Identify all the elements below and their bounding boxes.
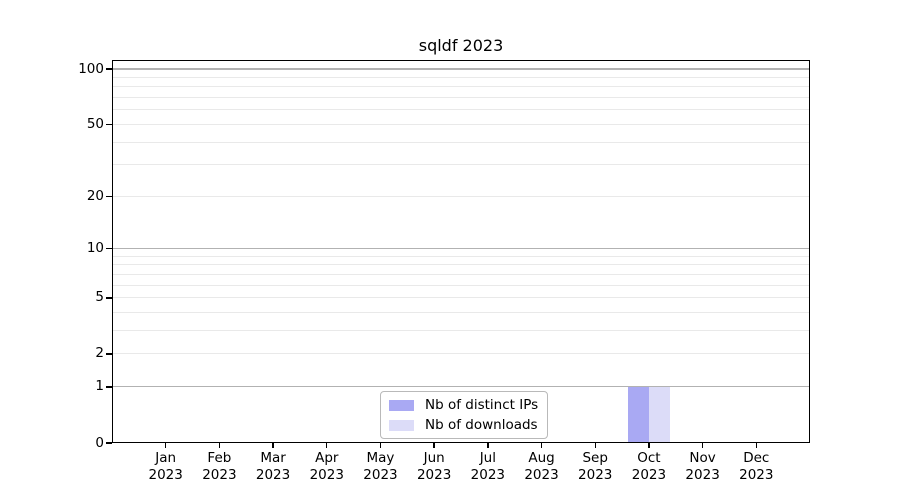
- y-tick-label: 5: [95, 289, 104, 306]
- x-tick-mark: [540, 443, 543, 448]
- y-gridline-minor: [112, 123, 810, 125]
- legend-entry-downloads: Nb of downloads: [389, 417, 538, 433]
- y-tick-mark: [106, 386, 112, 388]
- x-tick-mark: [218, 443, 221, 448]
- y-tick-label: 100: [78, 60, 104, 77]
- y-gridline-major: [112, 68, 810, 70]
- x-tick-label: Oct 2023: [607, 450, 691, 483]
- x-tick-label: Aug 2023: [500, 450, 584, 483]
- x-tick-year: 2023: [739, 466, 774, 483]
- y-gridline-major: [112, 248, 810, 250]
- x-tick-year: 2023: [470, 466, 506, 483]
- x-tick-month: Jul: [479, 450, 496, 466]
- x-tick-year: 2023: [255, 466, 291, 483]
- y-gridline-minor: [112, 141, 810, 143]
- y-tick-label: 50: [86, 115, 104, 132]
- bar-nb-of-distinct-ips: [627, 386, 649, 442]
- x-tick-label: May 2023: [338, 450, 422, 483]
- x-tick-month: May: [366, 450, 395, 466]
- y-gridline-minor: [112, 297, 810, 299]
- y-tick-label: 2: [95, 345, 104, 362]
- x-tick-month: Apr: [315, 450, 339, 466]
- legend-swatch-1: [389, 419, 414, 431]
- x-tick-year: 2023: [148, 466, 183, 483]
- x-tick-mark: [164, 443, 167, 448]
- y-tick-mark: [106, 248, 112, 250]
- x-tick-mark: [487, 443, 489, 448]
- x-tick-label: Nov 2023: [661, 450, 745, 483]
- x-tick-label: Mar 2023: [231, 450, 315, 483]
- y-gridline-minor: [112, 274, 810, 276]
- x-tick-year: 2023: [685, 466, 720, 483]
- x-tick-year: 2023: [363, 466, 398, 483]
- y-tick-mark: [106, 195, 112, 198]
- x-tick-mark: [272, 443, 274, 448]
- x-tick-month: Mar: [260, 450, 286, 466]
- x-tick-year: 2023: [202, 466, 237, 483]
- y-tick-mark: [106, 442, 112, 444]
- chart-title: sqldf 2023: [418, 36, 504, 55]
- y-gridline-minor: [112, 330, 810, 332]
- x-tick-month: Dec: [743, 450, 770, 466]
- x-tick-label: Dec 2023: [714, 450, 798, 483]
- x-tick-label: Jan 2023: [124, 450, 208, 483]
- x-tick-month: Nov: [689, 450, 716, 466]
- x-tick-month: Aug: [528, 450, 555, 466]
- x-tick-mark: [701, 443, 704, 448]
- y-gridline-minor: [112, 164, 810, 166]
- y-tick-mark: [106, 68, 112, 70]
- x-tick-mark: [433, 443, 435, 448]
- x-tick-year: 2023: [631, 466, 667, 483]
- y-gridline-minor: [112, 97, 810, 99]
- y-tick-label: 10: [86, 240, 104, 257]
- y-gridline-minor: [112, 284, 810, 286]
- x-tick-label: Apr 2023: [285, 450, 369, 483]
- y-tick-label: 1: [95, 378, 104, 395]
- x-tick-label: Jun 2023: [392, 450, 476, 483]
- y-tick-mark: [106, 353, 112, 355]
- x-tick-mark: [594, 443, 596, 448]
- x-tick-mark: [379, 443, 382, 448]
- x-tick-month: Oct: [637, 450, 661, 466]
- x-tick-year: 2023: [309, 466, 344, 483]
- y-gridline-minor: [112, 86, 810, 88]
- y-gridline-minor: [112, 264, 810, 266]
- x-tick-month: Sep: [582, 450, 608, 466]
- x-tick-year: 2023: [416, 466, 452, 483]
- legend-entry-distinct-ips: Nb of distinct IPs: [389, 397, 538, 413]
- x-tick-month: Feb: [207, 450, 232, 466]
- y-tick-mark: [106, 297, 112, 299]
- bar-nb-of-downloads: [648, 386, 670, 442]
- legend: Nb of distinct IPs Nb of downloads: [380, 391, 549, 439]
- y-gridline-minor: [112, 195, 810, 197]
- x-tick-mark: [326, 443, 328, 448]
- y-tick-mark: [106, 123, 112, 126]
- x-tick-month: Jun: [423, 450, 445, 466]
- x-tick-mark: [755, 443, 757, 448]
- x-tick-label: Feb 2023: [177, 450, 261, 483]
- y-tick-label: 0: [95, 434, 104, 451]
- x-tick-mark: [648, 443, 650, 448]
- y-gridline-minor: [112, 312, 810, 314]
- x-tick-year: 2023: [578, 466, 613, 483]
- x-tick-month: Jan: [155, 450, 177, 466]
- y-gridline-major: [112, 386, 810, 388]
- legend-swatch-0: [389, 399, 414, 411]
- y-gridline-minor: [112, 255, 810, 257]
- legend-label-0: Nb of distinct IPs: [425, 397, 539, 413]
- x-tick-label: Jul 2023: [446, 450, 530, 483]
- y-gridline-minor: [112, 109, 810, 111]
- y-gridline-minor: [112, 77, 810, 79]
- y-tick-label: 20: [86, 187, 104, 204]
- x-tick-label: Sep 2023: [553, 450, 637, 483]
- y-gridline-minor: [112, 353, 810, 355]
- legend-label-1: Nb of downloads: [425, 417, 538, 433]
- x-tick-year: 2023: [524, 466, 559, 483]
